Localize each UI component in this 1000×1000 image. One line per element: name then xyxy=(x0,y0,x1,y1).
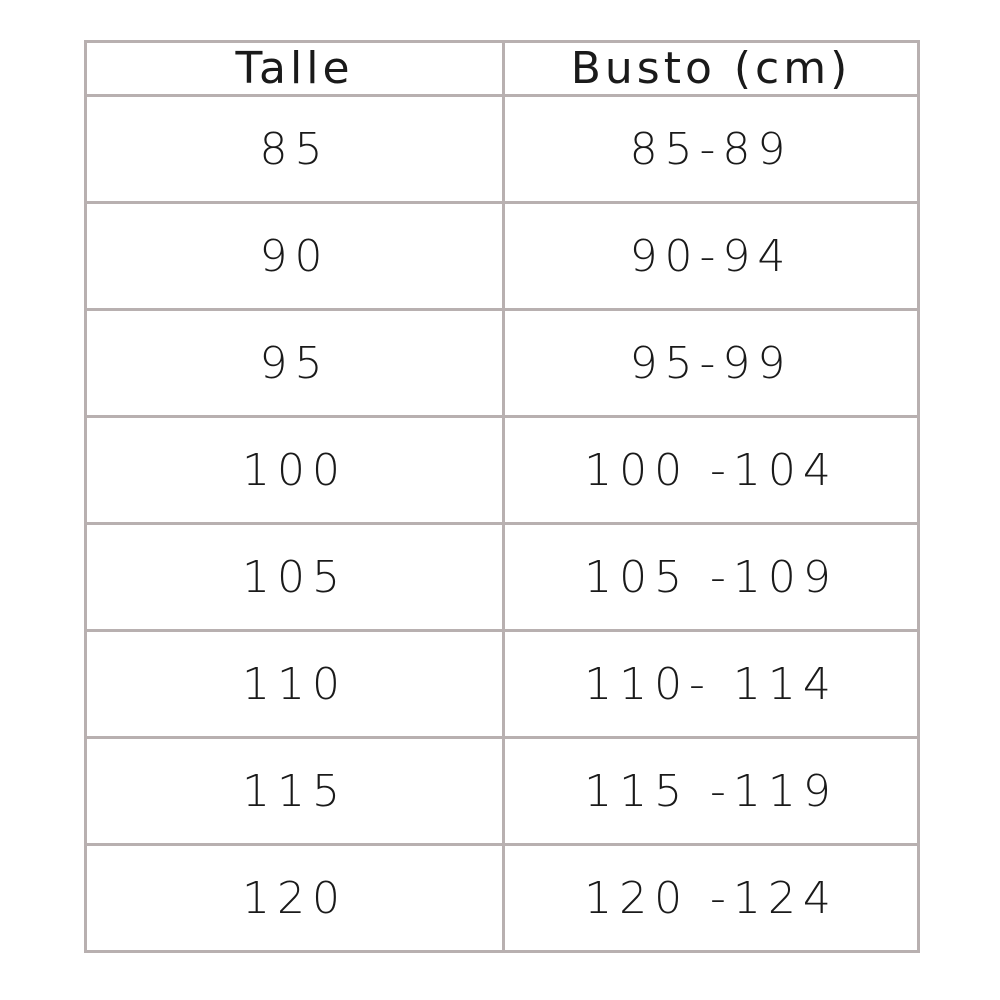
table-row: 100 100 -104 xyxy=(84,415,920,525)
header-row: Talle Busto (cm) xyxy=(84,40,920,97)
talle-cell: 110 xyxy=(84,629,505,739)
talle-cell: 85 xyxy=(84,94,505,204)
busto-cell: 105 -109 xyxy=(502,522,920,632)
table-row: 85 85-89 xyxy=(84,94,920,204)
talle-cell: 115 xyxy=(84,736,505,846)
talle-cell: 105 xyxy=(84,522,505,632)
table-row: 105 105 -109 xyxy=(84,522,920,632)
table-row: 95 95-99 xyxy=(84,308,920,418)
busto-cell: 95-99 xyxy=(502,308,920,418)
busto-cell: 120 -124 xyxy=(502,843,920,953)
talle-cell: 95 xyxy=(84,308,505,418)
talle-cell: 90 xyxy=(84,201,505,311)
header-talle: Talle xyxy=(84,40,505,97)
busto-cell: 115 -119 xyxy=(502,736,920,846)
busto-cell: 110- 114 xyxy=(502,629,920,739)
size-chart-table: Talle Busto (cm) 85 85-89 90 90-94 95 95-99 10… xyxy=(84,40,920,953)
busto-cell: 90-94 xyxy=(502,201,920,311)
talle-cell: 120 xyxy=(84,843,505,953)
table-row: 90 90-94 xyxy=(84,201,920,311)
table-row: 120 120 -124 xyxy=(84,843,920,953)
busto-cell: 85-89 xyxy=(502,94,920,204)
header-busto: Busto (cm) xyxy=(502,40,920,97)
table-row: 110 110- 114 xyxy=(84,629,920,739)
table-row: 115 115 -119 xyxy=(84,736,920,846)
busto-cell: 100 -104 xyxy=(502,415,920,525)
talle-cell: 100 xyxy=(84,415,505,525)
